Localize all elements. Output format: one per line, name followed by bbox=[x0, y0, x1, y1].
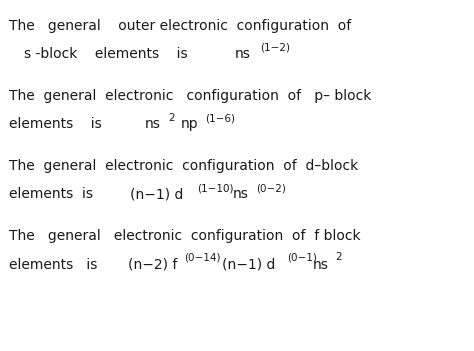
Text: (n−1) d: (n−1) d bbox=[130, 187, 184, 201]
Text: (1−6): (1−6) bbox=[205, 113, 235, 123]
Text: elements    is: elements is bbox=[9, 117, 102, 131]
Text: elements   is: elements is bbox=[9, 258, 98, 272]
Text: The  general  electronic   configuration  of   p– block: The general electronic configuration of … bbox=[9, 89, 372, 103]
Text: s -block    elements    is: s -block elements is bbox=[24, 47, 187, 61]
Text: elements  is: elements is bbox=[9, 187, 93, 201]
Text: (1−2): (1−2) bbox=[260, 43, 290, 53]
Text: ns: ns bbox=[313, 258, 328, 272]
Text: (1−10): (1−10) bbox=[197, 183, 233, 193]
Text: np: np bbox=[181, 117, 199, 131]
Text: (0−14): (0−14) bbox=[184, 252, 220, 263]
Text: 2: 2 bbox=[168, 113, 174, 123]
Text: (0−1): (0−1) bbox=[287, 252, 317, 263]
Text: ns: ns bbox=[235, 47, 250, 61]
Text: (n−1) d: (n−1) d bbox=[222, 258, 275, 272]
Text: The   general    outer electronic  configuration  of: The general outer electronic configurati… bbox=[9, 19, 352, 33]
Text: (n−2) f: (n−2) f bbox=[128, 258, 177, 272]
Text: ns: ns bbox=[145, 117, 160, 131]
Text: The   general   electronic  configuration  of  f block: The general electronic configuration of … bbox=[9, 230, 361, 244]
Text: (0−2): (0−2) bbox=[256, 183, 286, 193]
Text: ns: ns bbox=[233, 187, 249, 201]
Text: 2: 2 bbox=[335, 252, 342, 263]
Text: The  general  electronic  configuration  of  d–block: The general electronic configuration of … bbox=[9, 159, 359, 173]
